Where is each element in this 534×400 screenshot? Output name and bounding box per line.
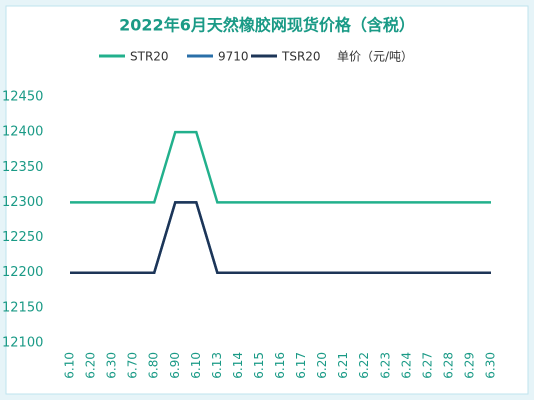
x-tick-label: 6.27	[420, 352, 434, 379]
series-line	[70, 130, 491, 204]
x-tick-label: 6.21	[336, 352, 350, 379]
x-tick-label: 6.24	[399, 352, 413, 379]
x-tick-label: 6.15	[252, 352, 266, 379]
x-tick-label: 6.10	[189, 352, 203, 379]
series-line	[70, 201, 491, 274]
x-tick-label: 6.22	[357, 352, 371, 379]
x-tick-label: 6.23	[378, 352, 392, 379]
y-tick-label: 12100	[2, 336, 43, 351]
x-tick-label: 6.13	[210, 352, 224, 379]
unit-label: 单价（元/吨）	[337, 50, 413, 64]
y-tick-label: 12300	[2, 195, 43, 210]
x-tick-label: 6.70	[126, 352, 140, 379]
x-tick-label: 6.29	[462, 352, 476, 379]
x-tick-label: 6.30	[484, 352, 498, 379]
x-tick-label: 6.16	[273, 352, 287, 379]
y-tick-label: 12150	[2, 300, 43, 315]
legend-label: STR20	[130, 50, 169, 64]
panel	[5, 5, 529, 395]
chart-title: 2022年6月天然橡胶网现货价格（含税）	[119, 16, 415, 35]
x-tick-label: 6.20	[84, 352, 98, 379]
y-tick-label: 12350	[2, 160, 43, 175]
y-tick-label: 12450	[2, 90, 43, 105]
x-tick-label: 6.80	[147, 352, 161, 379]
x-tick-label: 6.14	[231, 352, 245, 379]
x-tick-label: 6.28	[441, 352, 455, 379]
y-tick-label: 12250	[2, 230, 43, 245]
x-tick-label: 6.17	[294, 352, 308, 379]
y-tick-label: 12200	[2, 265, 43, 280]
x-tick-label: 6.90	[168, 352, 182, 379]
y-tick-label: 12400	[2, 125, 43, 140]
x-tick-label: 6.20	[315, 352, 329, 379]
x-tick-label: 6.10	[63, 352, 77, 379]
legend-label: TSR20	[281, 50, 321, 64]
legend-label: 9710	[218, 50, 249, 64]
x-tick-label: 6.30	[105, 352, 119, 379]
